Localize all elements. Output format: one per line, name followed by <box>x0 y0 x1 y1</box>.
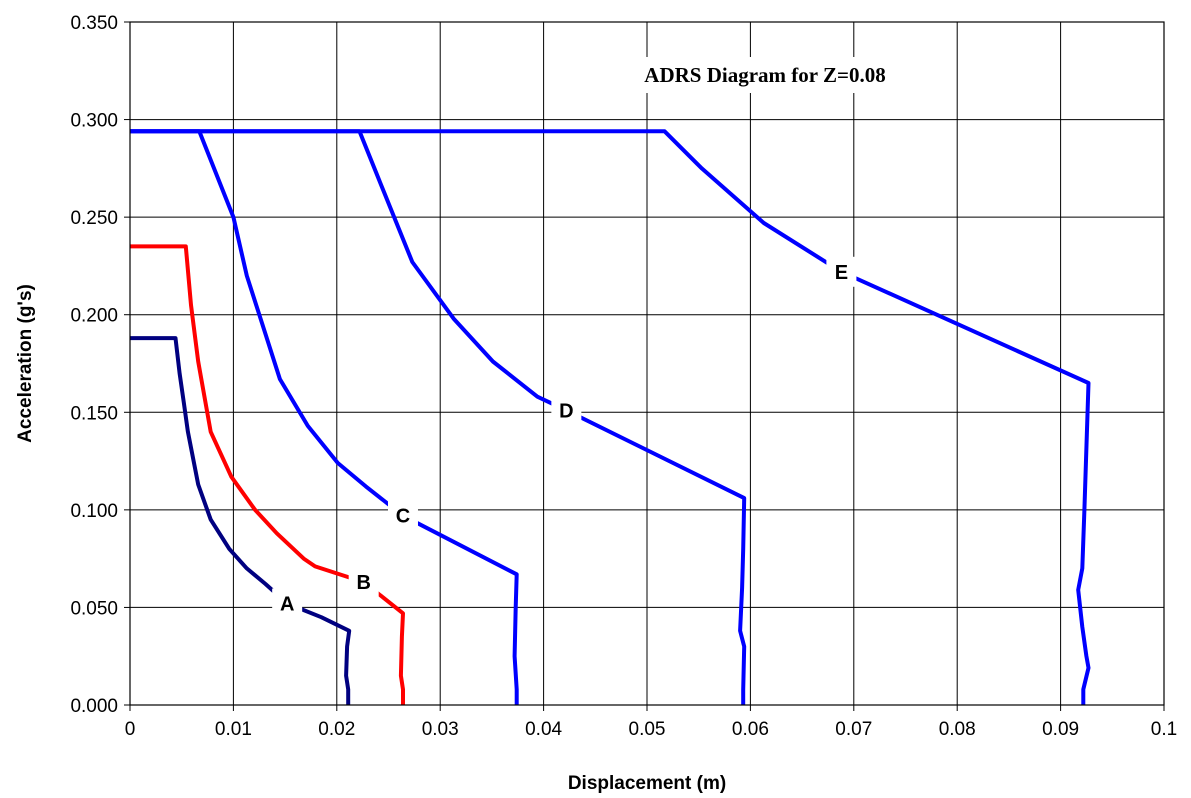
y-tick-label: 0.000 <box>70 696 118 717</box>
x-tick-label: 0.01 <box>215 719 252 740</box>
x-tick-label: 0.03 <box>422 719 459 740</box>
series-label-background <box>826 256 857 287</box>
series-line-a <box>130 336 352 705</box>
series-label-background <box>272 588 303 619</box>
series-label-e: E <box>835 262 848 284</box>
series-label-background <box>551 395 582 426</box>
chart-title-background <box>590 57 940 93</box>
y-axis-title: Acceleration (g's) <box>15 284 36 443</box>
x-axis-title: Displacement (m) <box>568 773 726 794</box>
chart-title-group: ADRS Diagram for Z=0.08 <box>590 57 940 93</box>
y-tick-label: 0.100 <box>70 501 118 522</box>
y-tick-label: 0.350 <box>70 13 118 34</box>
plot-area-frame <box>129 21 1165 706</box>
x-axis-tick-labels: 0 0.01 0.02 0.03 0.04 0.05 0.06 0.07 0.08 0.09 0.1 <box>125 719 1178 740</box>
y-tick-label: 0.050 <box>70 598 118 619</box>
series-line-e <box>130 129 1091 705</box>
x-tick-label: 0.08 <box>939 719 976 740</box>
series-label-background <box>348 567 379 598</box>
x-tick-label: 0.02 <box>318 719 355 740</box>
x-tick-label: 0 <box>125 719 136 740</box>
x-tick-label: 0.07 <box>835 719 872 740</box>
y-tick-label: 0.150 <box>70 403 118 424</box>
series-label-b: B <box>356 572 370 594</box>
y-tick-label: 0.250 <box>70 208 118 229</box>
y-axis-tick-labels: 0.000 0.050 0.100 0.150 0.200 0.250 0.300 0.350 <box>70 13 118 717</box>
y-tick-label: 0.300 <box>70 111 118 132</box>
series-label-c: C <box>396 506 410 528</box>
chart-title: ADRS Diagram for Z=0.08 <box>644 63 885 87</box>
x-tick-label: 0.05 <box>629 719 666 740</box>
series-layer: A B C D E <box>130 129 1091 705</box>
x-tick-label: 0.06 <box>732 719 769 740</box>
series-label-a: A <box>280 594 294 616</box>
x-tick-label: 0.04 <box>525 719 562 740</box>
x-tick-label: 0.09 <box>1042 719 1079 740</box>
x-tick-label: 0.1 <box>1151 719 1177 740</box>
series-label-d: D <box>559 400 573 422</box>
y-tick-label: 0.200 <box>70 306 118 327</box>
series-line-c <box>130 129 519 705</box>
series-line-b <box>130 244 405 705</box>
grid-lines <box>124 21 1165 711</box>
series-label-background <box>387 500 418 531</box>
